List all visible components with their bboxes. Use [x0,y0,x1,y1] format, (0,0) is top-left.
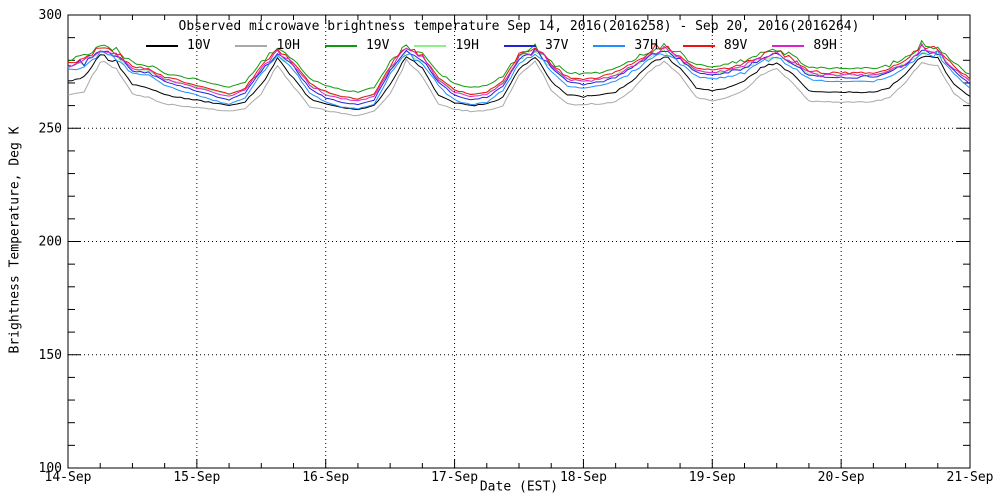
x-tick-label: 15-Sep [173,470,220,485]
legend-swatch-10v [146,44,178,47]
x-axis-label: Date (EST) [479,479,559,495]
legend: 10V 10H 19V 19H 37V 37H 89V 89H [146,38,837,53]
legend-item-89v: 89V [682,38,748,53]
y-tick-label: 150 [39,348,62,363]
legend-label-19h: 19H [455,38,479,53]
x-tick-label: 20-Sep [818,470,865,485]
legend-swatch-10h [235,44,268,47]
legend-label-10v: 10V [187,38,211,53]
tick-labels: 100 150 200 250 300 14-Sep 15-Sep 16-Sep 17-Sep 1… [39,8,994,485]
plot-frame [67,14,971,469]
legend-item-37v: 37V [503,38,569,53]
legend-item-10v: 10V [146,38,211,53]
y-tick-label: 200 [39,235,62,250]
x-tick-label: 19-Sep [689,470,736,485]
legend-swatch-37h [593,44,626,47]
chart-title: Observed microwave brightness temperatur… [178,19,860,34]
legend-label-37v: 37V [544,38,569,53]
legend-swatch-37v [503,44,536,47]
legend-swatch-19v [324,44,357,47]
y-tick-label: 250 [39,121,62,136]
legend-swatch-89h [772,44,805,47]
gridlines [68,15,970,468]
legend-item-19v: 19V [324,38,390,53]
series-line-10V [67,54,971,111]
y-axis-label: Brightness Temperature, Deg K [7,126,23,354]
series-line-37H [68,49,971,110]
y-tick-label: 300 [39,8,62,23]
x-tick-label: 21-Sep [947,470,994,485]
legend-swatch-19h [414,44,447,47]
legend-label-19v: 19V [365,38,390,53]
legend-label-37h: 37H [634,38,658,53]
legend-label-89v: 89V [723,38,748,53]
series-line-19V [67,39,971,93]
x-tick-label: 18-Sep [560,470,607,485]
series-line-19H [68,48,971,100]
series-line-89H [67,42,971,102]
series-line-10H [67,58,971,117]
y-tick-label: 100 [39,461,62,476]
legend-label-89h: 89H [813,38,837,53]
axis-ticks [67,14,971,469]
legend-item-89h: 89H [772,38,837,53]
legend-item-10h: 10H [235,38,300,53]
legend-swatch-89v [682,44,715,47]
legend-item-37h: 37H [593,38,658,53]
x-tick-label: 14-Sep [45,470,92,485]
x-tick-label: 16-Sep [302,470,349,485]
legend-item-19h: 19H [414,38,479,53]
legend-label-10h: 10H [276,38,300,53]
x-tick-label: 17-Sep [431,470,478,485]
series-line-89V [67,43,971,100]
